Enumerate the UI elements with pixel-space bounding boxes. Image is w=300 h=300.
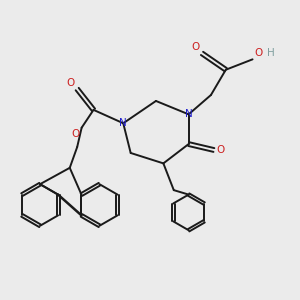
Text: O: O [254,48,262,58]
Text: O: O [191,42,200,52]
Text: O: O [67,78,75,88]
Text: O: O [216,145,224,155]
Text: H: H [267,48,274,58]
Text: O: O [72,129,80,139]
Text: N: N [185,109,193,119]
Text: N: N [119,118,127,128]
